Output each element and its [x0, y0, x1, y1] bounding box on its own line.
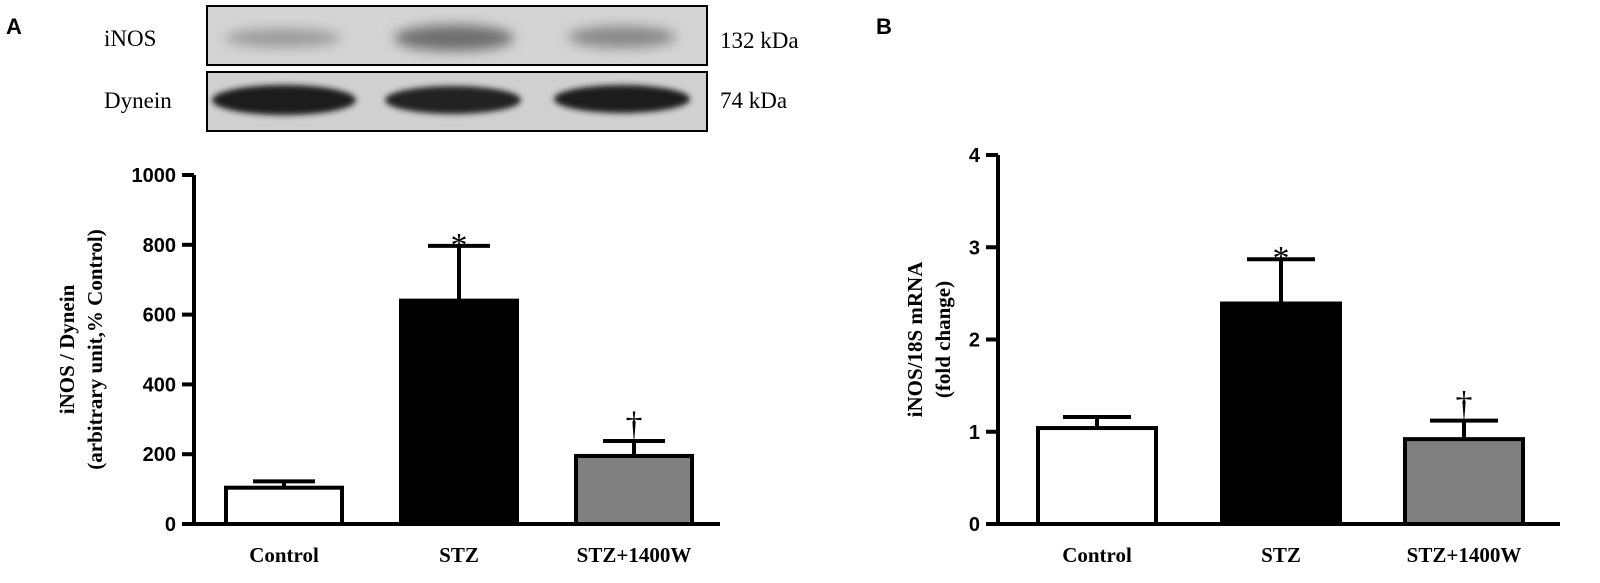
significance-marker-asterisk: *: [451, 227, 468, 264]
bar-stz-1400w: [574, 453, 694, 527]
x-tick-label: STZ: [1261, 543, 1301, 567]
x-tick-label: STZ+1400W: [1407, 543, 1522, 567]
chart-panel-a: 0 200 400 600 800 1000 Control STZ * STZ+1400W † iN…: [55, 165, 720, 567]
y-axis-title-line-1: iNOS / Dynein: [55, 284, 79, 414]
y-tick-label: 800: [143, 235, 176, 257]
y-tick-label: 2: [969, 330, 980, 352]
chart-panel-b: 0 1 2 3 4 Control STZ * STZ+1400W † iNOS/18S mRNA(…: [903, 145, 1560, 567]
blot-label-dynein: Dynein: [104, 88, 172, 113]
y-tick-label: 3: [969, 237, 980, 259]
y-axis-title: iNOS / Dynein (arbitrary unit,% Control): [55, 229, 107, 470]
bar-control: [1036, 426, 1158, 526]
blot-strip-inos: [206, 5, 708, 66]
y-tick-label: 1: [969, 422, 980, 444]
y-axis-title: iNOS/18S mRNA (fold change): [903, 261, 955, 418]
panel-letter-a: A: [6, 14, 22, 39]
bar-stz: [399, 298, 519, 527]
bar-control: [224, 485, 344, 527]
western-blot: iNOS Dynein 132 kDa 74 kDa: [104, 5, 799, 132]
significance-marker-dagger: †: [1456, 386, 1473, 423]
y-tick-label: 600: [143, 305, 176, 327]
blot-size-inos: 132 kDa: [720, 28, 799, 53]
blot-strip-dynein: [206, 71, 708, 132]
bar-stz: [1220, 301, 1342, 526]
y-tick-label: 1000: [132, 165, 177, 187]
y-axis-title-line-2: (fold change): [931, 281, 955, 398]
y-tick-label: 200: [143, 444, 176, 466]
panel-letter-b: B: [876, 14, 892, 39]
significance-marker-dagger: †: [626, 406, 643, 443]
blot-label-inos: iNOS: [104, 26, 156, 51]
y-tick-label: 400: [143, 374, 176, 396]
y-tick-label: 4: [969, 145, 981, 167]
bar-stz-1400w: [1403, 437, 1525, 527]
x-tick-label: STZ+1400W: [577, 543, 692, 567]
x-tick-label: STZ: [439, 543, 479, 567]
blot-size-dynein: 74 kDa: [720, 88, 787, 113]
x-tick-label: Control: [1062, 543, 1132, 567]
x-tick-label: Control: [249, 543, 319, 567]
y-axis-title-line-1: iNOS/18S mRNA: [903, 261, 927, 418]
y-tick-label: 0: [969, 514, 980, 536]
y-tick-label: 0: [165, 514, 176, 536]
y-axis-title-line-2: (arbitrary unit,% Control): [83, 229, 107, 470]
significance-marker-asterisk: *: [1273, 240, 1290, 277]
